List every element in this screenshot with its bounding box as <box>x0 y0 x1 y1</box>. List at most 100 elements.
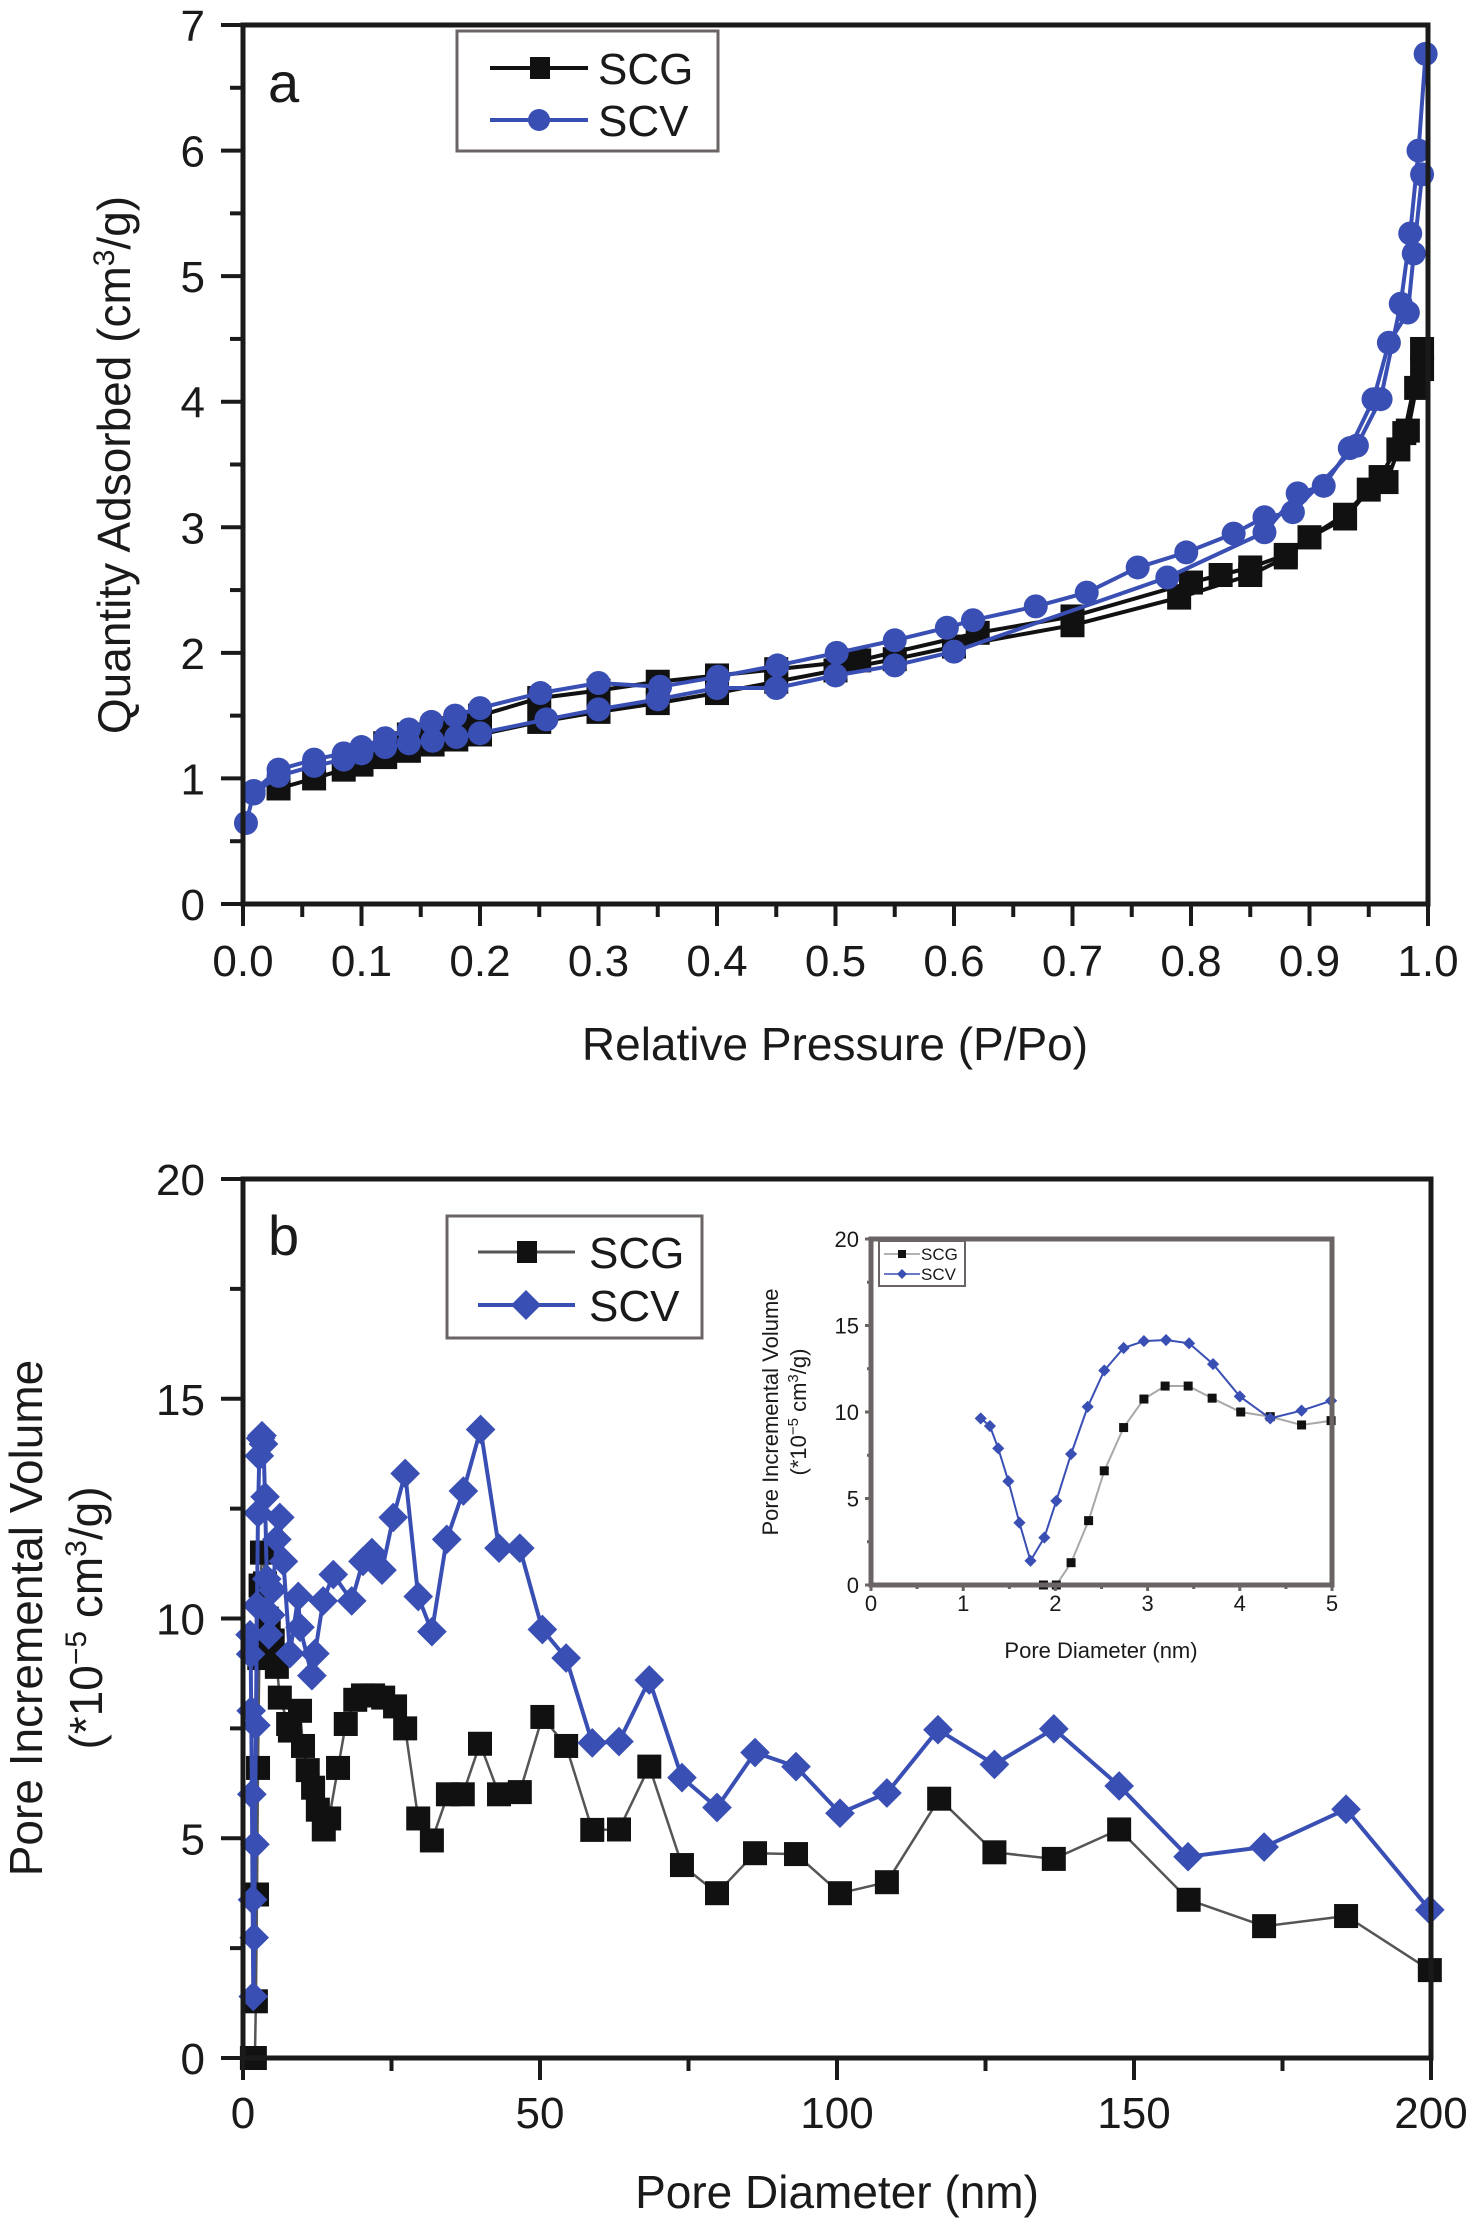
panel-a-ticks: 0.0 0.1 0.2 0.3 0.4 0.5 0.6 0.7 0.8 0.9 1.0 0 1 2 3 4 5 6… <box>181 2 1459 986</box>
scg-point <box>333 1711 358 1736</box>
scg-point <box>607 1817 632 1842</box>
scg-desorption-point <box>1392 421 1417 446</box>
scv-point <box>240 1829 270 1860</box>
inset-legend-scv-label: SCV <box>921 1265 957 1284</box>
scg-point <box>326 1755 351 1780</box>
inset-legend-scg-square-marker-icon <box>898 1250 906 1258</box>
inset-scv-point <box>1050 1494 1063 1507</box>
scv-desorption-point <box>1406 138 1431 163</box>
scv-desorption-point <box>528 681 553 706</box>
scv-point <box>262 1524 292 1555</box>
scg-point <box>419 1828 444 1853</box>
scv-desorption-point <box>1074 580 1099 605</box>
scv-desorption-point <box>1280 500 1305 525</box>
scg-desorption-point <box>1333 502 1358 527</box>
y-tick-label: 3 <box>181 504 205 553</box>
scv-adsorption-point <box>468 721 492 746</box>
inset-y-title-exponent: −5 <box>785 1418 802 1435</box>
inset-y-title-unit-exponent: 3 <box>785 1374 802 1382</box>
scv-point <box>237 1884 268 1915</box>
scv-desorption-point <box>824 640 849 665</box>
scg-point <box>267 1685 292 1710</box>
scv-adsorption-point <box>444 724 469 749</box>
scv-point <box>257 1575 288 1605</box>
legend-scg-square-marker-icon <box>517 1241 537 1263</box>
inset-y-title-prefix: (*10 <box>786 1435 811 1475</box>
scv-point <box>308 1586 339 1616</box>
y-tick-label: 4 <box>181 379 205 428</box>
x-tick-label: 0.0 <box>212 937 273 986</box>
inset-scv-point <box>1206 1358 1220 1371</box>
panel-b-label: b <box>268 1204 299 1267</box>
scv-point <box>431 1524 462 1555</box>
scv-point <box>1038 1713 1069 1744</box>
scv-point <box>300 1638 330 1669</box>
scg-point <box>784 1842 809 1867</box>
x-tick-label: 200 <box>1394 2089 1467 2138</box>
y-tick-label: 1 <box>181 755 205 804</box>
scv-point <box>238 1981 269 2012</box>
panel-a-legend-scg-label: SCG <box>598 45 693 94</box>
x-tick-label: 0 <box>231 2089 255 2138</box>
y-tick-label: 20 <box>835 1227 859 1252</box>
panel-a-y-title-superscript: 3 <box>88 250 121 267</box>
inset-legend-box <box>878 1240 966 1287</box>
scv-adsorption-point <box>586 697 611 722</box>
inset-scv-point <box>992 1442 1005 1455</box>
inset-scg-point <box>1297 1420 1307 1430</box>
panel-a-y-title-end: /g) <box>88 196 140 250</box>
y-tick-label: 5 <box>181 1815 205 1864</box>
scg-point <box>406 1806 431 1831</box>
scg-desorption-point <box>1238 555 1263 580</box>
inset-scv-point <box>983 1419 997 1433</box>
scv-point <box>740 1737 770 1768</box>
scg-point <box>450 1782 475 1807</box>
inset-scv-point <box>1002 1475 1015 1488</box>
inset-scg-point <box>1183 1381 1193 1391</box>
scg-point <box>827 1881 852 1906</box>
scg-point <box>580 1817 605 1842</box>
x-tick-label: 0 <box>865 1591 877 1616</box>
scg-point <box>1334 1904 1359 1929</box>
scv-point <box>285 1612 315 1643</box>
scv-point <box>253 1619 284 1650</box>
panel-a-x-axis-title: Relative Pressure (P/Po) <box>582 1018 1088 1070</box>
inset-y-axis-title-line2: (*10−5 cm3/g) <box>785 1349 812 1476</box>
scv-desorption-point <box>443 703 468 728</box>
scv-point <box>378 1502 409 1533</box>
y-tick-label: 0 <box>847 1573 859 1598</box>
scv-desorption-point <box>1252 505 1277 530</box>
scg-point <box>507 1780 532 1805</box>
panel-b-inset: 0 1 2 3 4 5 0 5 10 15 20 SCG SCV Pore Diameter (nm… <box>758 1227 1338 1663</box>
y-tick-label: 0 <box>181 881 205 930</box>
scv-point <box>244 1441 275 1471</box>
x-tick-label: 3 <box>1141 1591 1153 1616</box>
scv-point <box>979 1749 1010 1780</box>
legend-scv-circle-marker-icon <box>528 109 550 131</box>
inset-scv-point <box>1159 1333 1173 1347</box>
scg-point <box>317 1806 342 1831</box>
scv-point <box>702 1792 732 1823</box>
scg-point <box>468 1731 493 1756</box>
scg-point <box>487 1782 512 1807</box>
scv-point <box>318 1559 349 1590</box>
scv-desorption-point <box>1344 433 1369 458</box>
panel-b-y-axis-title-line1: Pore Incremental Volume <box>0 1360 52 1877</box>
scv-point <box>825 1798 855 1829</box>
scv-point <box>1249 1832 1279 1862</box>
scv-point <box>577 1728 608 1758</box>
scv-adsorption-point <box>1155 565 1180 590</box>
panel-b-x-axis-title: Pore Diameter (nm) <box>635 2166 1039 2218</box>
inset-legend-scv-diamond-marker-icon <box>897 1269 907 1279</box>
legend-scg-square-marker-icon <box>530 57 550 79</box>
scv-point <box>367 1555 397 1586</box>
panel-b-legend-scg-label: SCG <box>589 1229 684 1278</box>
scv-desorption-point <box>1125 555 1150 580</box>
inset-scg-point <box>1119 1423 1129 1433</box>
inset-scv-line <box>980 1338 1332 1564</box>
scg-point <box>383 1694 408 1719</box>
x-tick-label: 0.8 <box>1160 937 1221 986</box>
panel-b-legend-scv-label: SCV <box>589 1282 680 1331</box>
inset-x-axis-title: Pore Diameter (nm) <box>1004 1638 1197 1663</box>
x-tick-label: 4 <box>1234 1591 1246 1616</box>
